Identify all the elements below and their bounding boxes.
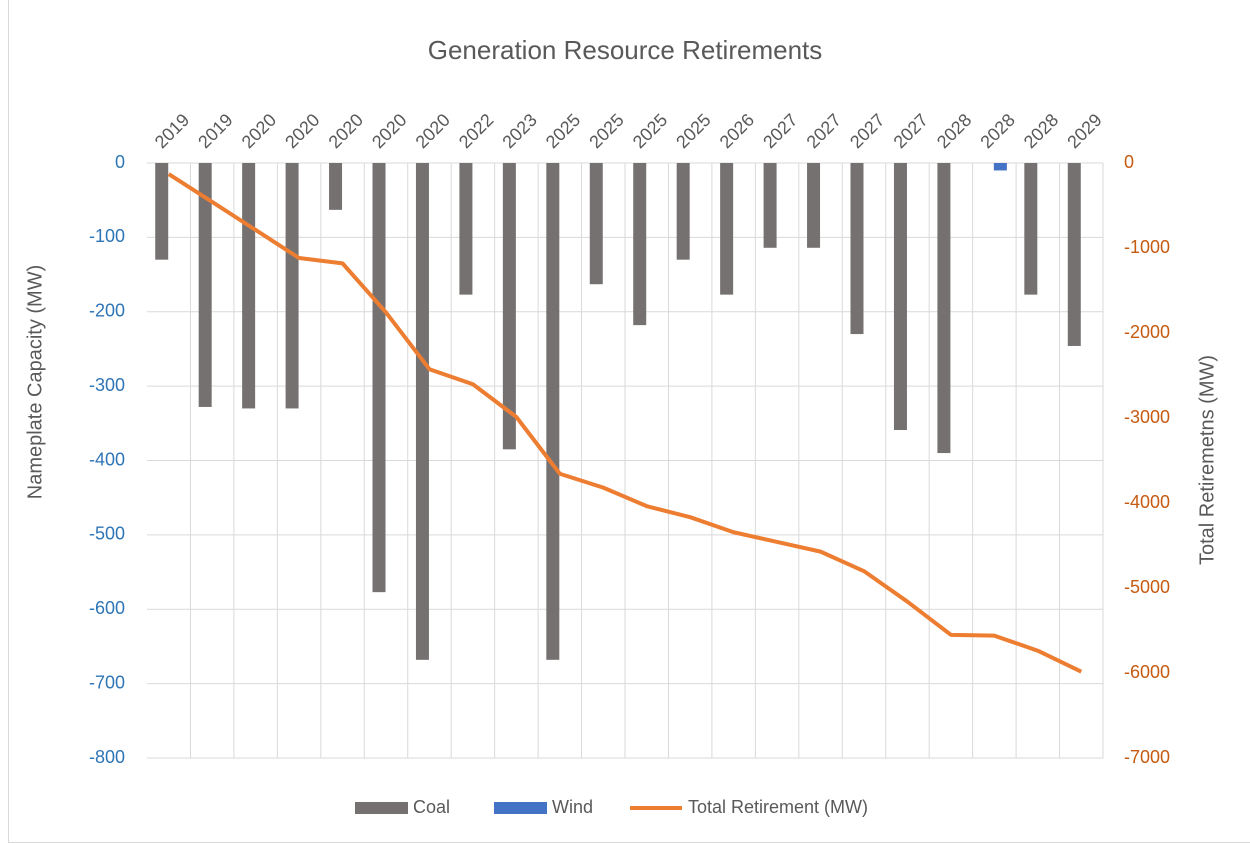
bar xyxy=(993,163,1007,171)
y2-tick-label: -4000 xyxy=(1124,492,1170,512)
y2-tick-label: -2000 xyxy=(1124,322,1170,342)
y2-axis-title: Total Retiremetns (MW) xyxy=(1196,355,1218,565)
chart-border xyxy=(8,0,1250,843)
legend-label: Coal xyxy=(413,797,450,817)
bar xyxy=(676,163,690,260)
bar xyxy=(415,163,429,660)
bar xyxy=(155,163,169,260)
legend-label: Wind xyxy=(552,797,593,817)
bar xyxy=(546,163,560,660)
y-tick-label: -100 xyxy=(89,226,125,246)
y-tick-label: -200 xyxy=(89,301,125,321)
y2-tick-label: -5000 xyxy=(1124,577,1170,597)
y2-tick-label: -7000 xyxy=(1124,747,1170,767)
bar xyxy=(720,163,734,295)
y2-tick-label: -1000 xyxy=(1124,237,1170,257)
y2-tick-label: 0 xyxy=(1124,152,1134,172)
y2-tick-label: -3000 xyxy=(1124,407,1170,427)
bar xyxy=(589,163,603,285)
y-tick-label: -700 xyxy=(89,672,125,692)
bar xyxy=(285,163,299,409)
bar xyxy=(807,163,821,248)
legend-swatch xyxy=(355,802,408,814)
y-tick-label: -300 xyxy=(89,375,125,395)
legend-label: Total Retirement (MW) xyxy=(688,797,868,817)
bar xyxy=(1067,163,1081,346)
chart-title: Generation Resource Retirements xyxy=(428,35,823,65)
bar xyxy=(893,163,907,431)
y-tick-label: 0 xyxy=(115,152,125,172)
bar xyxy=(372,163,386,593)
bar xyxy=(1024,163,1038,295)
bar xyxy=(242,163,256,409)
bar xyxy=(459,163,473,295)
y-tick-label: -800 xyxy=(89,747,125,767)
y-tick-label: -600 xyxy=(89,598,125,618)
line xyxy=(167,172,1083,674)
y-tick-label: -500 xyxy=(89,524,125,544)
bar xyxy=(329,163,343,210)
bar xyxy=(502,163,516,450)
bar xyxy=(850,163,864,335)
bar xyxy=(763,163,777,248)
y-tick-label: -400 xyxy=(89,449,125,469)
y-axis-title: Nameplate Capacity (MW) xyxy=(24,265,46,500)
y2-tick-label: -6000 xyxy=(1124,662,1170,682)
bar xyxy=(633,163,647,326)
bar xyxy=(937,163,951,454)
bar xyxy=(198,163,212,407)
legend-swatch xyxy=(494,802,547,814)
